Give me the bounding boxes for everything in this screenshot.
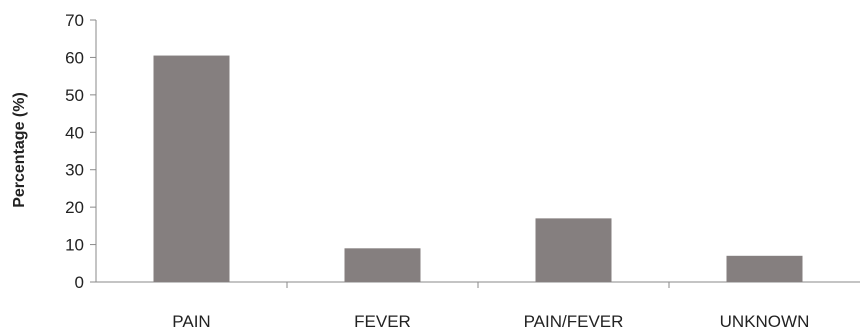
x-tick-label: UNKNOWN: [720, 312, 810, 331]
bar-unknown: [726, 255, 803, 282]
y-tick-label: 40: [65, 123, 84, 142]
x-axis: PAIN FEVER PAIN/FEVER UNKNOWN: [96, 281, 860, 331]
bar-pain-fever: [535, 218, 612, 282]
y-tick-label: 20: [65, 198, 84, 217]
y-tick-label: 70: [65, 11, 84, 30]
y-tick-label: 60: [65, 48, 84, 67]
bars: [153, 55, 803, 282]
bar-pain: [153, 55, 230, 282]
y-axis: 0 10 20 30 40 50 60 70: [65, 11, 97, 292]
bar-fever: [344, 248, 421, 282]
y-tick-label: 50: [65, 86, 84, 105]
y-tick-label: 0: [75, 273, 84, 292]
y-tick-label: 30: [65, 161, 84, 180]
x-tick-label: PAIN/FEVER: [524, 312, 624, 331]
x-tick-label: PAIN: [172, 312, 210, 331]
x-tick-label: FEVER: [354, 312, 411, 331]
y-axis-title: Percentage (%): [11, 92, 28, 208]
y-tick-label: 10: [65, 236, 84, 255]
